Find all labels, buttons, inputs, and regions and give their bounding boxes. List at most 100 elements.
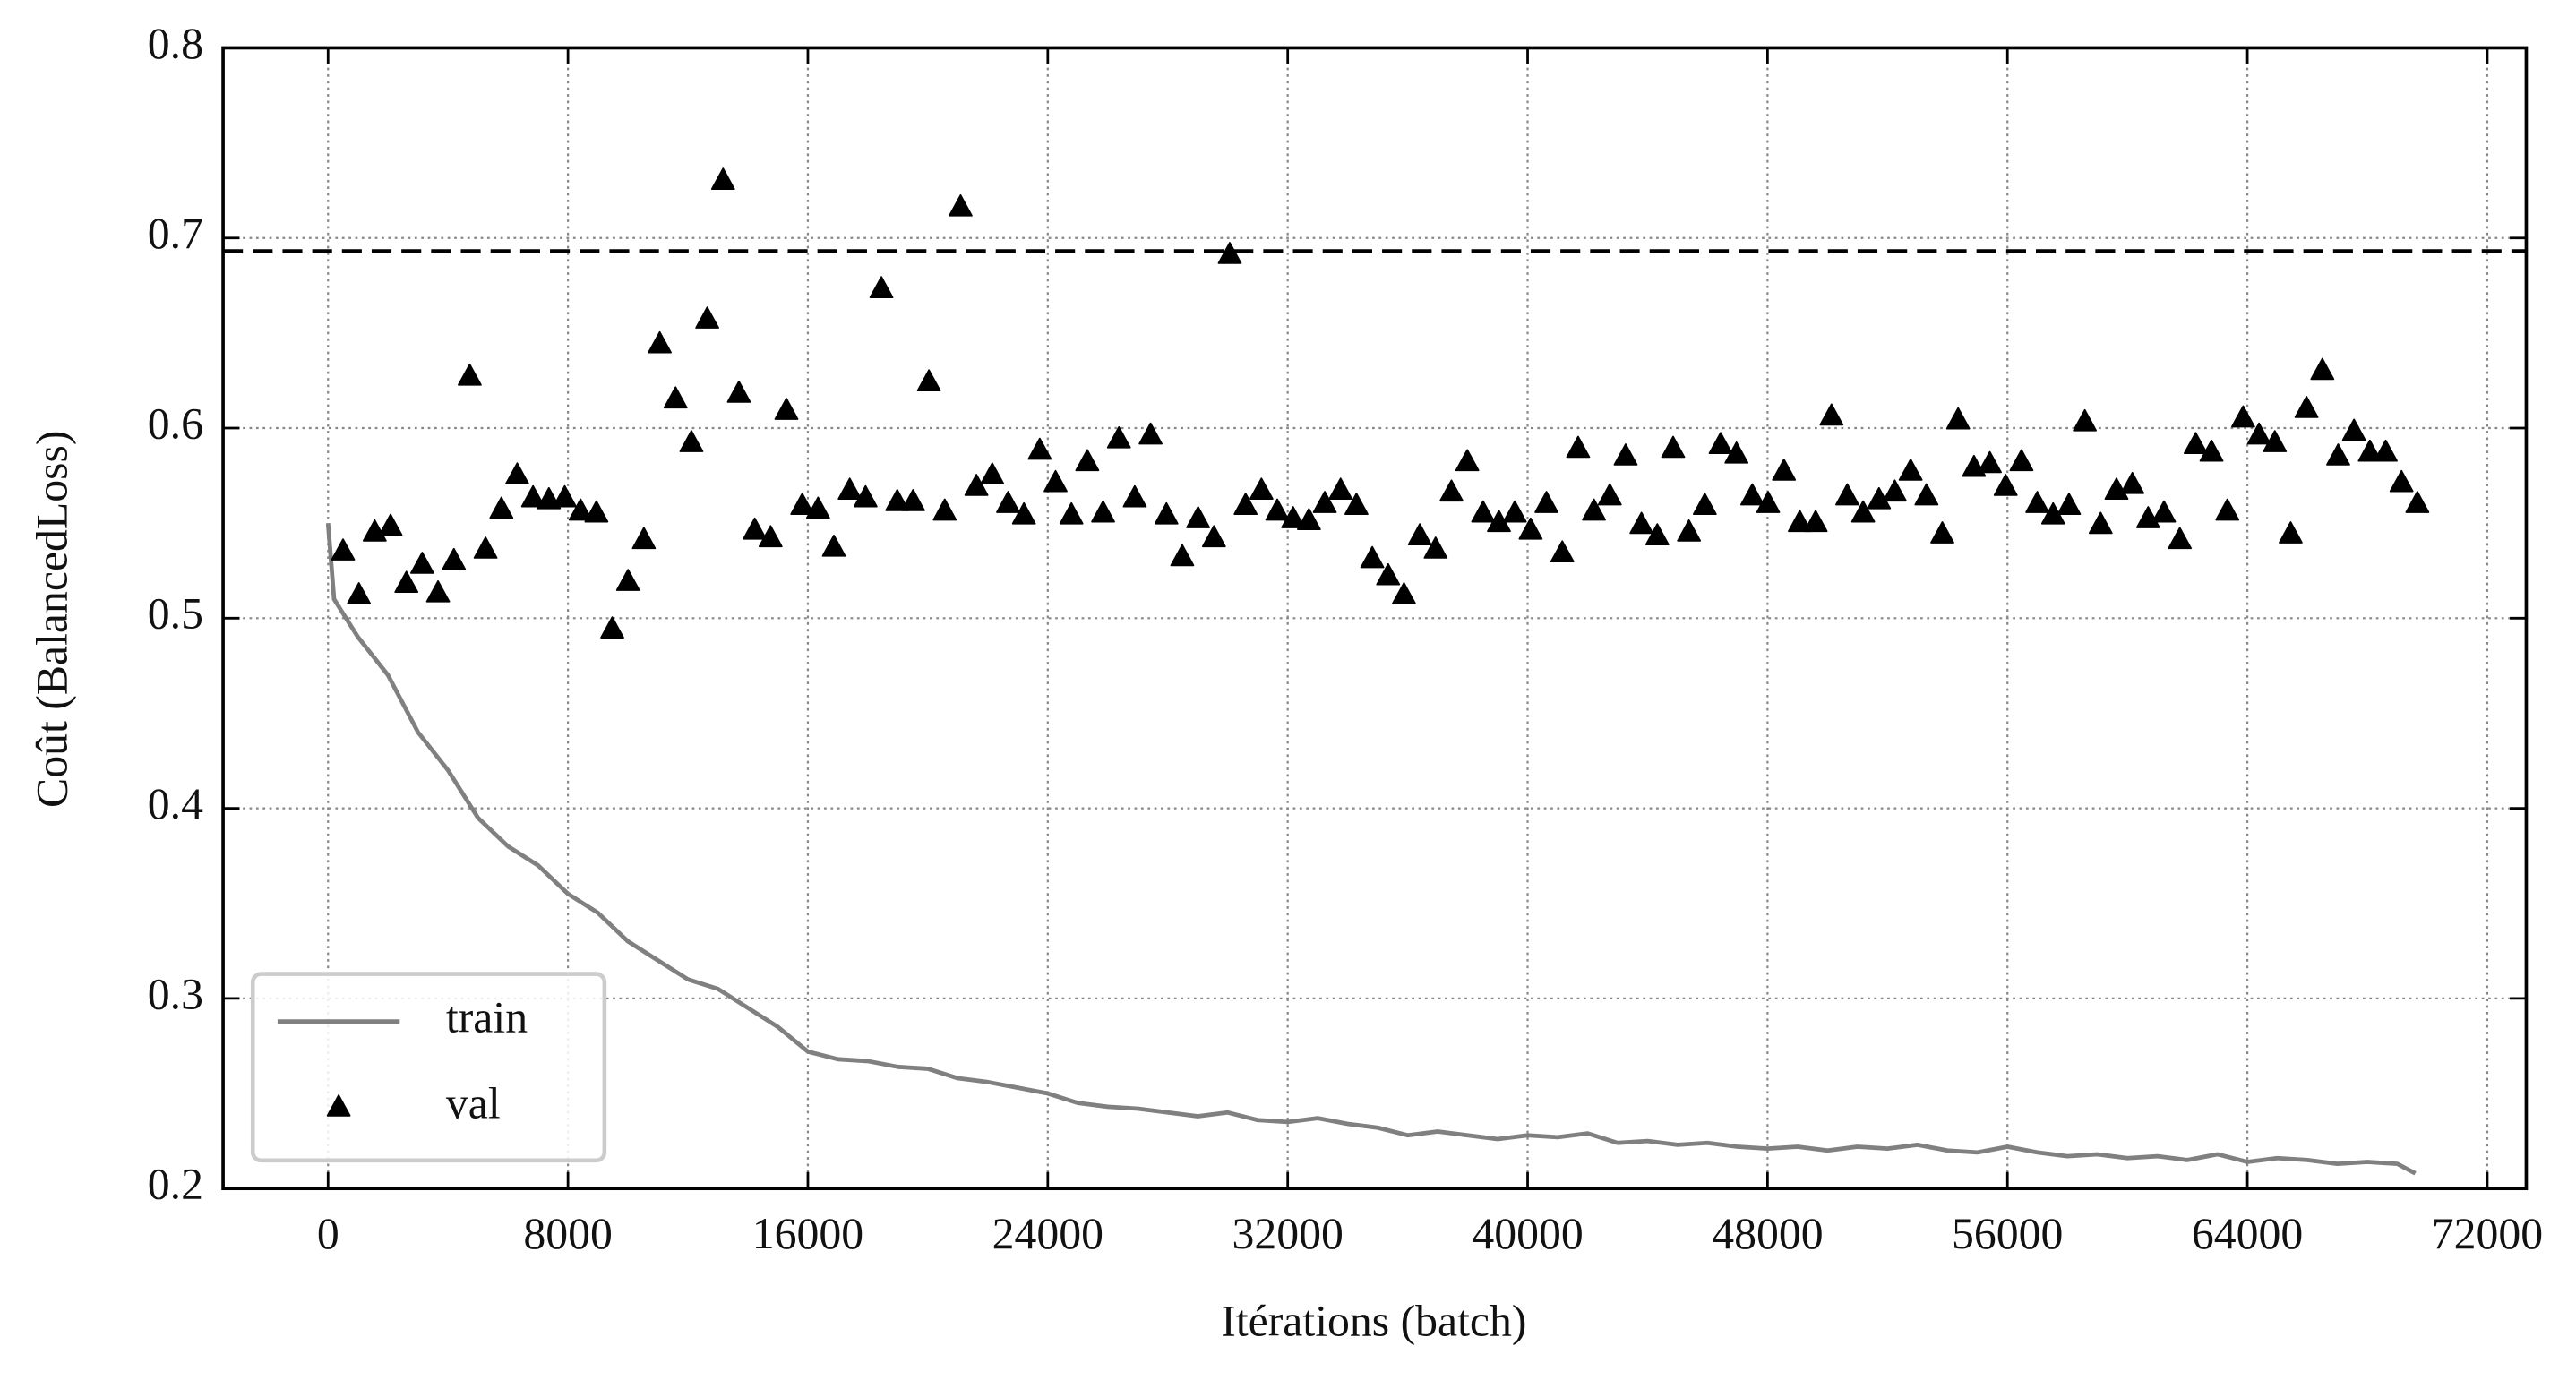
plot-frame [221,46,2529,1191]
val-point [854,484,878,508]
val-point [1249,477,1274,500]
val-point [743,517,768,540]
val-point [901,489,925,511]
val-point [648,330,672,354]
val-point [1407,523,1432,545]
val-point [1423,536,1448,559]
val-point [1186,506,1210,528]
legend-label: train [446,992,528,1041]
legend-marker [326,1094,351,1117]
val-point [964,474,989,496]
x-axis-label: Itérations (batch) [1221,1297,1526,1346]
val-point [1819,403,1844,426]
val-point [2405,491,2430,513]
val-point [347,582,372,604]
val-point [553,484,577,508]
val-point [916,369,941,391]
val-point [1550,540,1575,563]
val-point [2326,443,2350,466]
val-point [473,536,498,559]
val-point [505,462,529,485]
val-point [1344,493,1369,515]
val-point [631,527,657,550]
val-point [1914,483,1939,506]
x-tick-label: 72000 [2432,1209,2543,1258]
val-point [425,579,451,603]
val-point [1534,491,1558,513]
val-point [1265,498,1290,521]
val-point [1297,508,1321,530]
val-point [1644,523,1670,545]
val-point [790,493,815,515]
val-point [2374,439,2398,462]
val-point [1201,525,1226,548]
val-point [1772,459,1797,481]
val-point [726,381,751,403]
val-point [1011,501,1036,525]
val-point [1281,506,1306,528]
val-point [1692,493,1717,515]
val-point [2357,439,2383,462]
x-tick-label: 16000 [752,1209,863,1258]
val-point [458,363,482,386]
val-point [600,616,624,639]
y-tick-label: 0.8 [148,19,203,68]
val-point [2120,471,2145,494]
val-point [2310,357,2335,381]
val-point [2009,449,2034,472]
val-point [1455,449,1480,472]
val-point [394,570,419,594]
val-point [805,496,830,519]
val-point [1075,449,1100,472]
y-tick-label: 0.6 [148,399,203,448]
val-point [584,500,609,523]
val-point [2025,491,2049,513]
val-point [615,569,640,591]
val-point [1439,479,1464,502]
val-point [1027,437,1052,460]
val-point [2088,511,2113,535]
val-point [1930,521,1954,544]
val-point [2389,469,2414,493]
val-point [1993,474,2018,496]
val-point [2215,498,2240,521]
x-tick-label: 64000 [2192,1209,2303,1258]
val-point [1883,479,1907,502]
val-point [331,538,356,561]
val-point [1154,501,1179,525]
val-point [1597,483,1622,506]
val-point [1502,500,1527,523]
val-point [1328,477,1353,500]
val-point [980,462,1005,485]
val-point [1043,469,1068,493]
val-point [1724,441,1749,464]
y-axis-label: Coût (BalancedLoss) [27,431,76,808]
val-point [1582,498,1606,521]
val-point [410,552,434,574]
val-point [1518,517,1543,540]
val-point [1233,493,1258,515]
val-point [1708,432,1733,455]
val-point [885,489,910,511]
val-point [1835,483,1859,506]
val-point [2168,527,2193,550]
val-point [996,491,1020,513]
val-point [1803,510,1828,533]
val-point [1392,582,1416,604]
val-point [1898,459,1923,481]
val-point [695,306,719,329]
val-point [2151,500,2177,523]
val-point [821,535,846,557]
val-point [1677,519,1702,542]
val-point [1059,501,1084,525]
x-tick-label: 24000 [992,1209,1103,1258]
val-point [1376,562,1401,586]
y-tick-label: 0.7 [148,209,203,258]
val-point [1945,407,1971,430]
x-tick-label: 32000 [1232,1209,1343,1258]
y-tick-label: 0.5 [148,589,203,639]
val-point [1978,450,2002,474]
val-point [1312,491,1337,513]
val-point [774,398,799,420]
